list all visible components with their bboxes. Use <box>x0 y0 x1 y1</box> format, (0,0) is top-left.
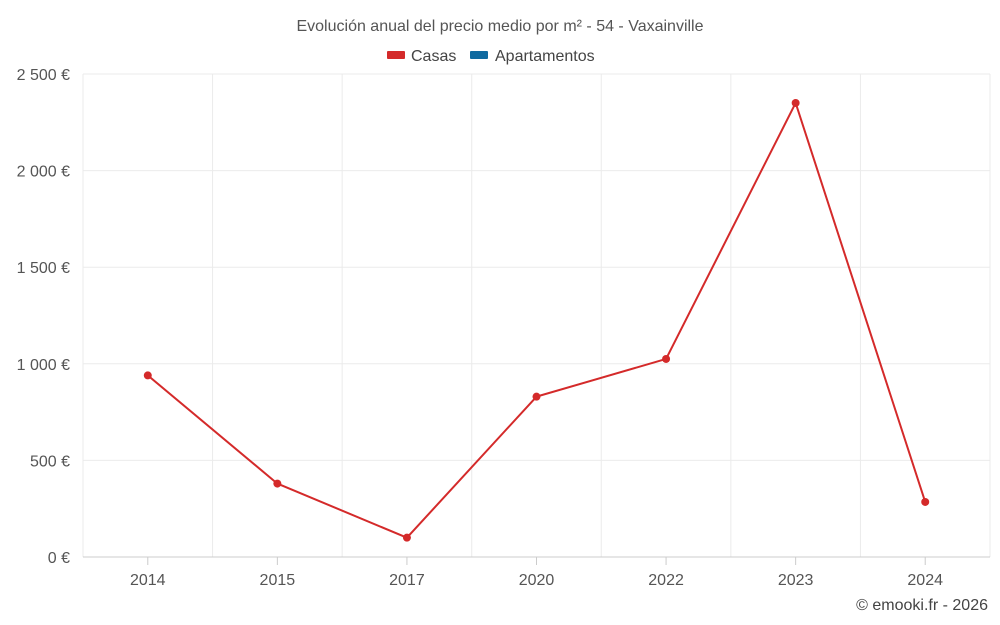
y-tick-label: 1 500 € <box>17 260 70 277</box>
chart-title: Evolución anual del precio medio por m² … <box>296 18 703 35</box>
legend-label-apartamentos: Apartamentos <box>495 48 595 65</box>
data-point[interactable] <box>662 354 671 363</box>
legend-swatch-apartamentos <box>470 51 488 59</box>
grid <box>82 73 991 557</box>
data-point[interactable] <box>791 98 800 107</box>
data-point[interactable] <box>273 479 282 488</box>
y-tick-label: 2 000 € <box>17 164 70 181</box>
credit-text: © emooki.fr - 2026 <box>856 597 988 614</box>
y-tick-label: 2 500 € <box>17 67 70 84</box>
legend-swatch-casas <box>387 51 405 59</box>
series-casas <box>143 98 930 542</box>
data-point[interactable] <box>402 533 411 542</box>
legend-item-casas[interactable]: Casas <box>387 48 456 65</box>
data-point[interactable] <box>921 497 930 506</box>
y-tick-label: 1 000 € <box>17 357 70 374</box>
x-tick-label: 2024 <box>907 572 943 589</box>
series-line <box>147 101 927 539</box>
axes: 0 € 500 € 1 000 € 1 500 € 2 000 € 2 500 € 2014… <box>17 67 990 589</box>
x-tick-label: 2022 <box>648 572 684 589</box>
data-point[interactable] <box>532 392 541 401</box>
legend-label-casas: Casas <box>411 48 456 65</box>
y-tick-label: 0 € <box>48 550 70 567</box>
x-tick-label: 2020 <box>519 572 555 589</box>
x-tick-label: 2015 <box>260 572 296 589</box>
legend: Casas Apartamentos <box>387 48 595 65</box>
x-tick-label: 2014 <box>130 572 166 589</box>
x-tick-label: 2017 <box>389 572 425 589</box>
legend-item-apartamentos[interactable]: Apartamentos <box>470 48 595 65</box>
y-tick-label: 500 € <box>30 453 70 470</box>
data-point[interactable] <box>143 371 152 380</box>
x-tick-label: 2023 <box>778 572 814 589</box>
